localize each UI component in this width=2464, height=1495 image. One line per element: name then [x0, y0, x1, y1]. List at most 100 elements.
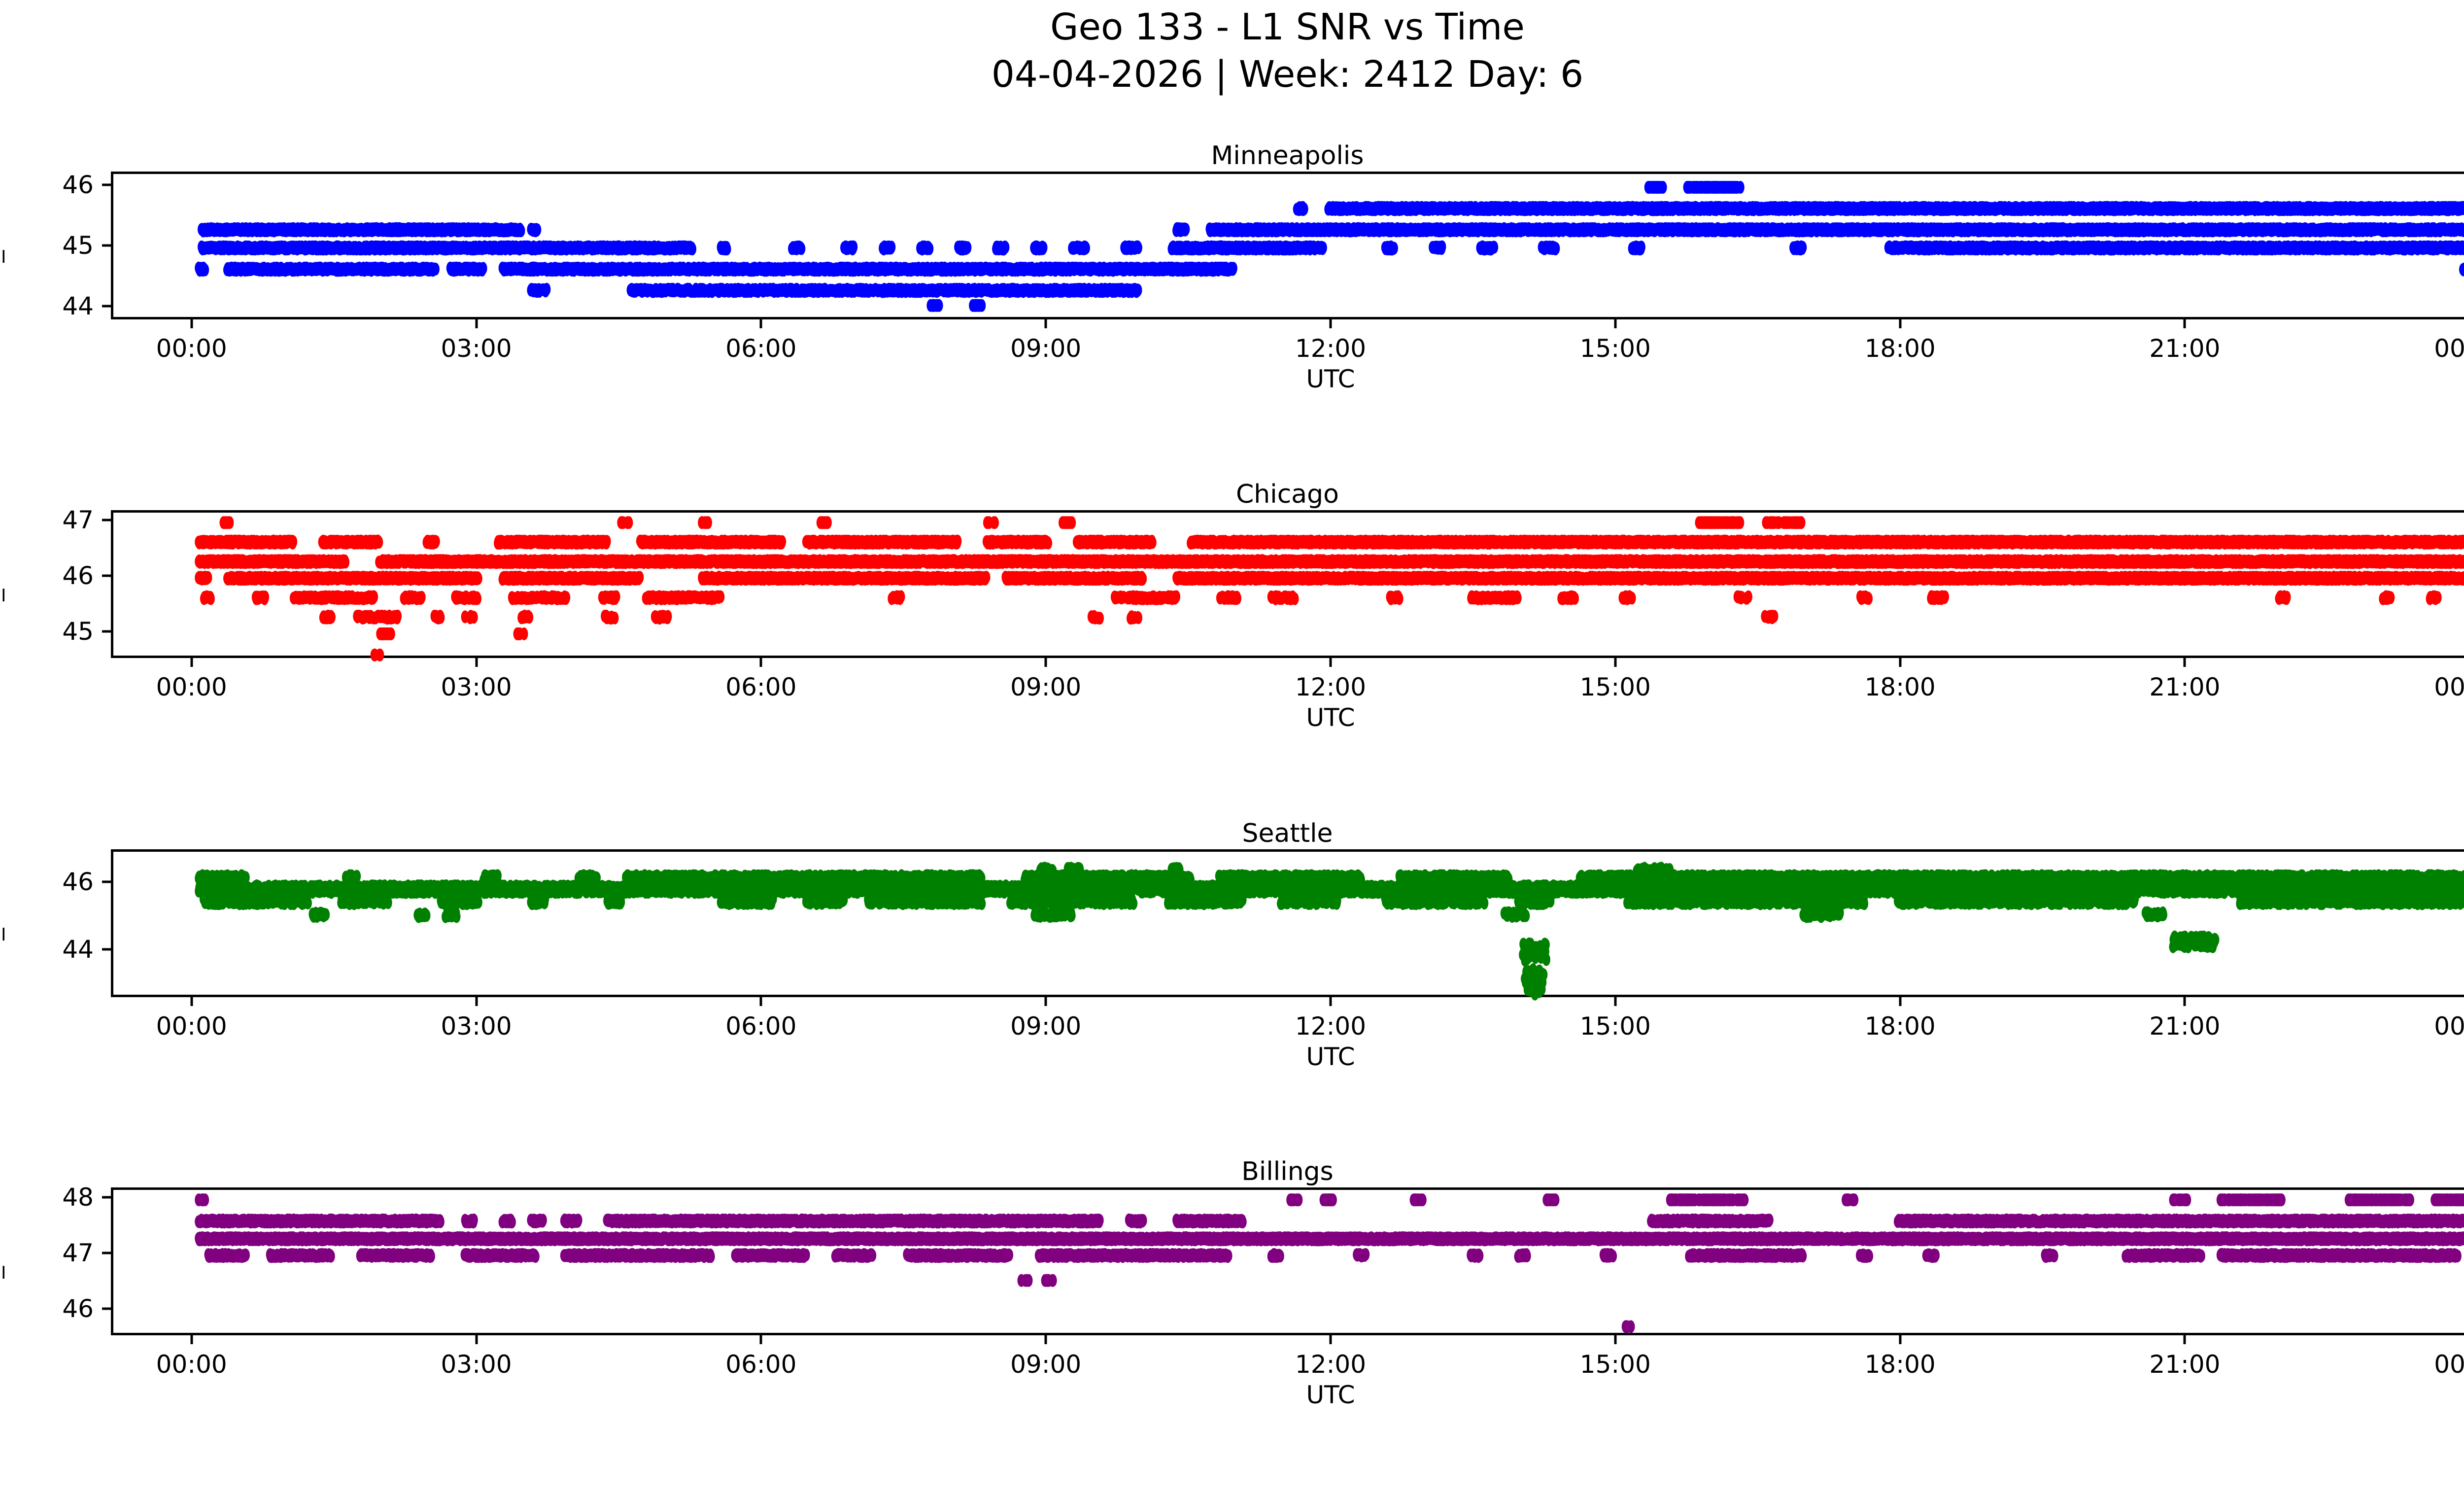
x-tick-label: 03:00 [403, 1012, 550, 1041]
y-tick-label: 44 [12, 292, 94, 320]
x-tick-label: 12:00 [1257, 1350, 1404, 1379]
x-tick-mark [2183, 319, 2186, 328]
x-tick-mark [1329, 319, 1332, 328]
y-tick-mark [102, 183, 111, 186]
data-band [1621, 1320, 1635, 1333]
y-tick-label: 45 [12, 617, 94, 646]
data-band [200, 590, 2442, 605]
x-tick-label: 00:00 [2396, 334, 2464, 363]
y-tick-label: 44 [12, 935, 94, 964]
x-tick-mark [190, 997, 193, 1006]
y-tick-label: 48 [12, 1183, 94, 1212]
axes-chicago [111, 510, 2464, 661]
subplot-title-minneapolis: Minneapolis [0, 141, 2464, 171]
data-band [319, 609, 1779, 625]
y-axis-label: L1_SNR [0, 1215, 4, 1308]
axes-seattle [111, 849, 2464, 1001]
data-band [195, 879, 2464, 899]
x-tick-mark [2183, 1335, 2186, 1344]
x-tick-mark [1044, 658, 1047, 667]
y-tick-mark [102, 1252, 111, 1254]
x-tick-label: 03:00 [403, 334, 550, 363]
y-tick-mark [102, 305, 111, 308]
x-tick-mark [1329, 658, 1332, 667]
x-tick-mark [759, 658, 762, 667]
x-tick-mark [1614, 997, 1617, 1006]
x-tick-label: 15:00 [1541, 1350, 1689, 1379]
x-tick-mark [190, 319, 193, 328]
data-band [527, 282, 1142, 298]
x-tick-label: 00:00 [118, 334, 266, 363]
data-band [1521, 963, 1548, 989]
x-tick-label: 21:00 [2111, 334, 2259, 363]
x-tick-mark [759, 997, 762, 1006]
x-tick-label: 03:00 [403, 1350, 550, 1379]
y-tick-mark [102, 1307, 111, 1310]
subplot-title-chicago: Chicago [0, 480, 2464, 509]
x-tick-mark [1899, 1335, 1902, 1344]
subplot-title-seattle: Seattle [0, 819, 2464, 848]
x-tick-label: 09:00 [972, 1350, 1120, 1379]
x-tick-label: 09:00 [972, 673, 1120, 701]
x-tick-mark [2183, 997, 2186, 1006]
x-axis-label: UTC [1232, 365, 1429, 393]
y-tick-mark [102, 244, 111, 247]
x-tick-mark [475, 319, 478, 328]
y-tick-label: 47 [12, 1239, 94, 1267]
data-band [198, 240, 2464, 256]
x-tick-label: 00:00 [118, 1012, 266, 1041]
data-band [308, 906, 2167, 923]
x-tick-mark [1329, 997, 1332, 1006]
x-tick-mark [475, 997, 478, 1006]
scatter-layer-chicago [195, 516, 2464, 661]
x-tick-label: 15:00 [1541, 334, 1689, 363]
y-axis-label: L1_SNR [0, 877, 4, 970]
data-band [376, 627, 528, 640]
x-tick-mark [1044, 1335, 1047, 1344]
axes-minneapolis [111, 172, 2464, 319]
figure-title-line1: Geo 133 - L1 SNR vs Time [0, 6, 2464, 49]
x-tick-mark [1614, 1335, 1617, 1344]
x-tick-label: 12:00 [1257, 1012, 1404, 1041]
y-tick-label: 46 [12, 1294, 94, 1323]
x-tick-mark [190, 1335, 193, 1344]
y-tick-mark [102, 1196, 111, 1199]
x-axis-label: UTC [1232, 1043, 1429, 1071]
data-band [195, 261, 2464, 277]
y-tick-label: 46 [12, 171, 94, 199]
y-tick-mark [102, 630, 111, 633]
data-band [195, 554, 2464, 569]
x-tick-label: 00:00 [118, 673, 266, 701]
data-band [204, 1248, 2462, 1263]
scatter-layer-seattle [195, 862, 2464, 1001]
y-tick-mark [102, 519, 111, 522]
x-tick-label: 15:00 [1541, 673, 1689, 701]
x-tick-mark [190, 658, 193, 667]
x-tick-mark [1044, 997, 1047, 1006]
scatter-layer-billings [195, 1193, 2464, 1333]
subplot-title-billings: Billings [0, 1157, 2464, 1186]
x-tick-label: 12:00 [1257, 334, 1404, 363]
x-axis-label: UTC [1232, 703, 1429, 732]
x-tick-label: 00:00 [2396, 1350, 2464, 1379]
x-tick-mark [1614, 319, 1617, 328]
x-tick-mark [1899, 997, 1902, 1006]
data-band [2169, 930, 2220, 953]
x-tick-label: 18:00 [1826, 1012, 1974, 1041]
x-tick-label: 21:00 [2111, 1350, 2259, 1379]
y-tick-label: 46 [12, 561, 94, 590]
x-tick-label: 21:00 [2111, 1012, 2259, 1041]
data-band [1017, 1274, 1057, 1287]
data-band [1293, 201, 2464, 216]
x-tick-label: 06:00 [687, 673, 835, 701]
data-band [199, 892, 2464, 910]
y-axis-label: L1_SNR [0, 199, 4, 292]
x-tick-mark [475, 658, 478, 667]
x-tick-mark [759, 1335, 762, 1344]
x-tick-mark [1044, 319, 1047, 328]
x-tick-mark [1329, 1335, 1332, 1344]
x-tick-mark [2183, 658, 2186, 667]
x-tick-label: 21:00 [2111, 673, 2259, 701]
data-band [195, 1193, 2464, 1207]
data-band [370, 648, 384, 661]
